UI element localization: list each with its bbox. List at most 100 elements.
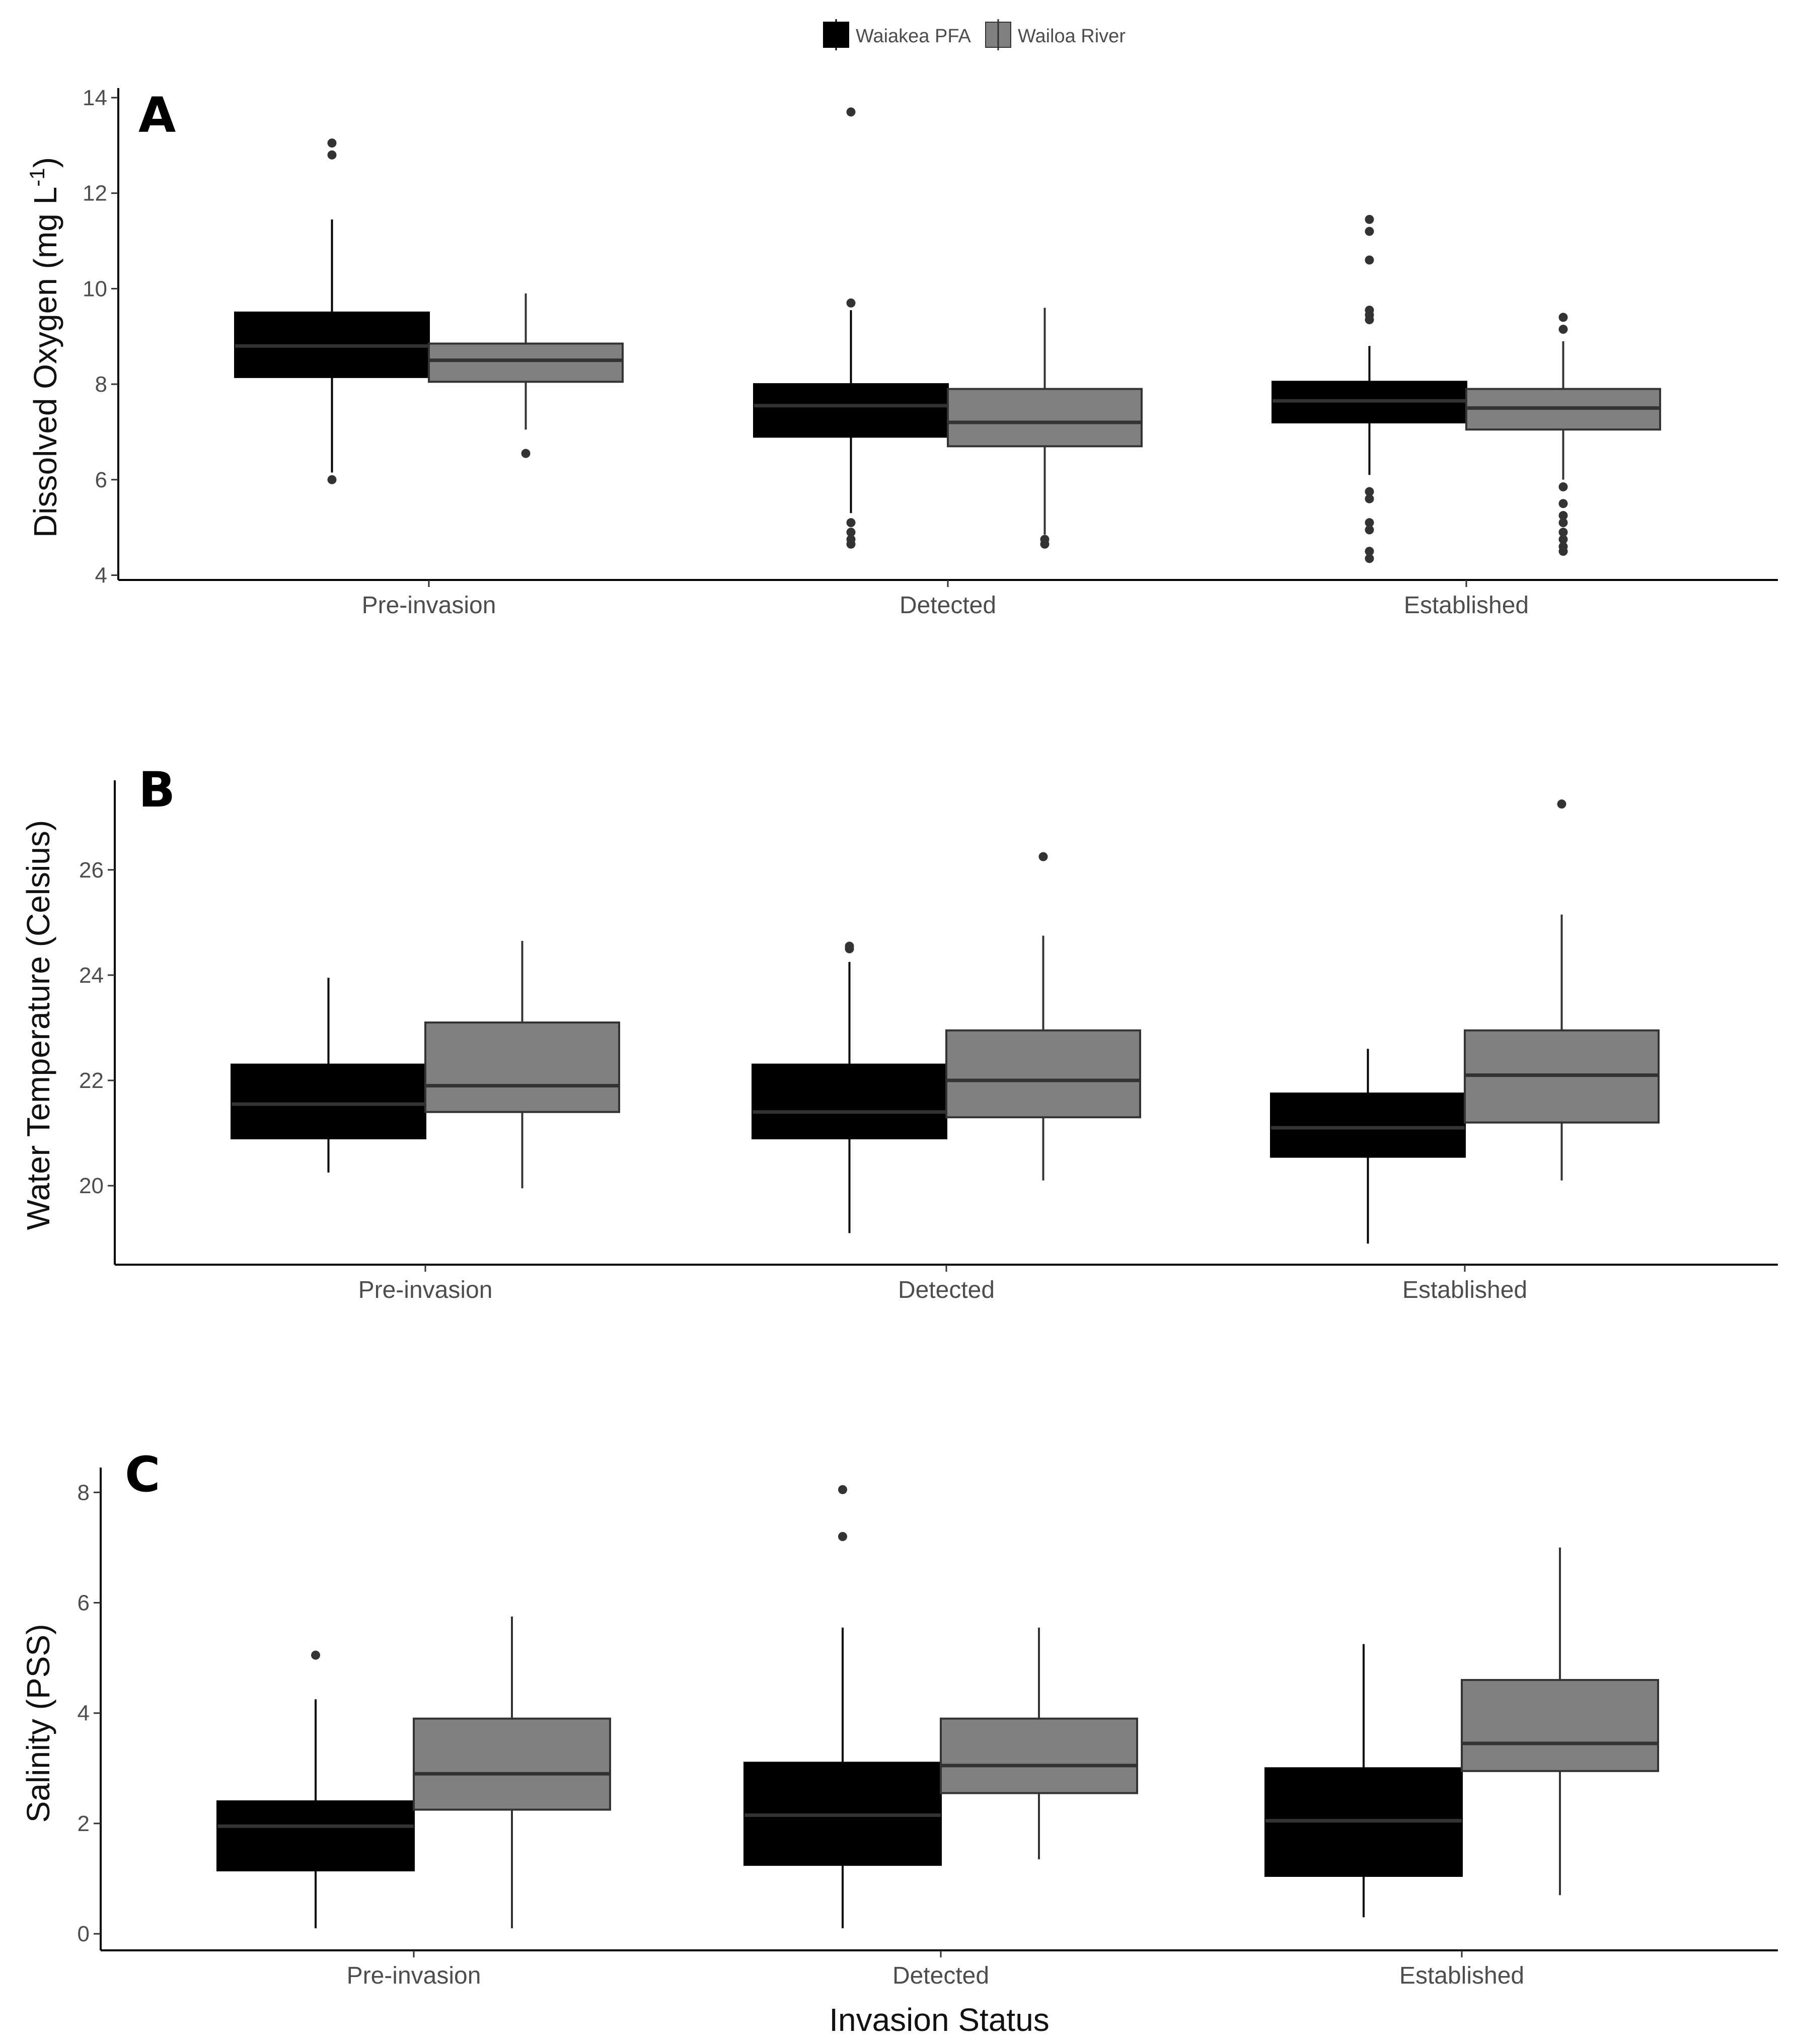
legend-label-wailoa-river: Wailoa River [1018,26,1126,47]
iqr-box [424,1021,620,1113]
outlier-point [1365,554,1374,563]
outlier-point [1040,535,1050,544]
outlier-point [1365,227,1374,236]
y-tick-label: 0 [78,1922,90,1946]
outlier-point [1557,799,1566,809]
box-waiakea-pfa-detected [753,107,949,549]
x-tick-label: Pre-invasion [362,592,496,619]
y-tick-label: 22 [79,1068,104,1093]
iqr-box [231,1063,426,1140]
outlier-point [1558,528,1568,537]
y-tick-label: 24 [79,963,104,988]
outlier-point [846,107,856,117]
outlier-point [846,528,856,537]
x-tick-label: Detected [898,1277,995,1303]
iqr-box [1270,1092,1466,1158]
y-axis-title-main: Dissolved Oxygen (mg L [27,187,63,538]
panel-label-b: B [138,762,175,818]
box-wailoa-river-pre-invasion [428,293,624,458]
y-axis-title-close: ) [27,157,63,168]
box-waiakea-pfa-detected [743,1485,942,1929]
outlier-point [1365,306,1374,315]
box-wailoa-river-established [1461,1547,1659,1895]
y-tick-label: 8 [78,1480,90,1505]
outlier-point [1558,313,1568,322]
y-tick-label: 8 [95,372,107,397]
legend-label-waiakea-pfa: Waiakea PFA [856,26,971,47]
outlier-point [327,150,337,160]
y-tick-label: 4 [95,563,107,588]
outlier-point [838,1532,847,1541]
box-wailoa-river-pre-invasion [424,940,620,1189]
box-wailoa-river-established [1465,313,1661,556]
iqr-box [413,1717,611,1811]
y-axis-title-dissolved-oxygen: Dissolved Oxygen (mg L-1) [25,157,63,538]
outlier-point [1365,255,1374,265]
panel-water-temperature: B Water Temperature (Celsius) 20 22 24 26 Pr… [20,762,1778,1303]
x-tick-label: Established [1404,592,1529,619]
outlier-point [1558,510,1568,520]
outlier-point [1558,542,1568,551]
x-tick-label: Detected [892,1962,989,1989]
iqr-box [947,388,1143,448]
box-wailoa-river-detected [947,308,1143,549]
box-waiakea-pfa-pre-invasion [234,138,430,484]
outlier-point [521,449,531,458]
panel-dissolved-oxygen: A Dissolved Oxygen (mg L-1) 4 6 8 10 12 14 Pre… [25,86,1778,619]
outlier-point [1365,547,1374,556]
box-waiakea-pfa-pre-invasion [231,978,426,1173]
y-tick-label: 6 [78,1591,90,1616]
x-tick-label: Pre-invasion [347,1962,481,1989]
box-waiakea-pfa-detected [752,941,947,1233]
iqr-box [940,1717,1138,1794]
y-axis-title-water-temperature: Water Temperature (Celsius) [20,820,56,1230]
panel-salinity: C Salinity (PSS) 0 2 4 6 8 Pre-invasion Detect… [20,1446,1778,1989]
box-wailoa-river-detected [940,1627,1138,1860]
y-tick-label: 14 [83,86,107,110]
outlier-point [327,138,337,148]
y-tick-label: 2 [78,1811,90,1836]
outlier-point [1558,482,1568,492]
iqr-box [753,383,949,438]
y-tick-label: 26 [79,858,104,883]
iqr-box [752,1063,947,1140]
outlier-point [311,1650,320,1660]
y-tick-label: 4 [78,1701,90,1726]
y-tick-label: 10 [83,276,107,301]
legend: Waiakea PFA Wailoa River [823,19,1126,50]
outlier-point [1558,535,1568,544]
box-wailoa-river-detected [945,852,1141,1181]
y-tick-label: 20 [79,1174,104,1198]
outlier-point [838,1485,847,1494]
x-tick-label: Pre-invasion [358,1277,493,1303]
box-waiakea-pfa-established [1272,214,1467,563]
box-wailoa-river-pre-invasion [413,1616,611,1929]
outlier-point [327,475,337,484]
outlier-point [845,941,854,951]
outlier-point [1558,499,1568,508]
x-tick-label: Established [1402,1277,1527,1303]
x-tick-label: Established [1399,1962,1524,1989]
box-waiakea-pfa-established [1264,1644,1463,1918]
outlier-point [1365,525,1374,535]
panel-label-a: A [138,87,176,143]
iqr-box [945,1029,1141,1119]
outlier-point [1365,487,1374,496]
box-waiakea-pfa-pre-invasion [216,1650,415,1929]
outlier-point [1038,852,1048,861]
iqr-box [428,342,624,383]
y-tick-label: 12 [83,181,107,206]
box-waiakea-pfa-established [1270,1049,1466,1244]
y-axis-title-superscript: -1 [25,168,49,186]
iqr-box [1461,1678,1659,1772]
outlier-point [1558,518,1568,528]
outlier-point [1365,518,1374,528]
x-axis-title: Invasion Status [829,2002,1050,2038]
outlier-point [1365,494,1374,503]
panel-label-c: C [125,1446,160,1503]
y-axis-title-salinity: Salinity (PSS) [20,1624,56,1823]
outlier-point [846,298,856,308]
outlier-point [1365,214,1374,224]
outlier-point [846,518,856,528]
